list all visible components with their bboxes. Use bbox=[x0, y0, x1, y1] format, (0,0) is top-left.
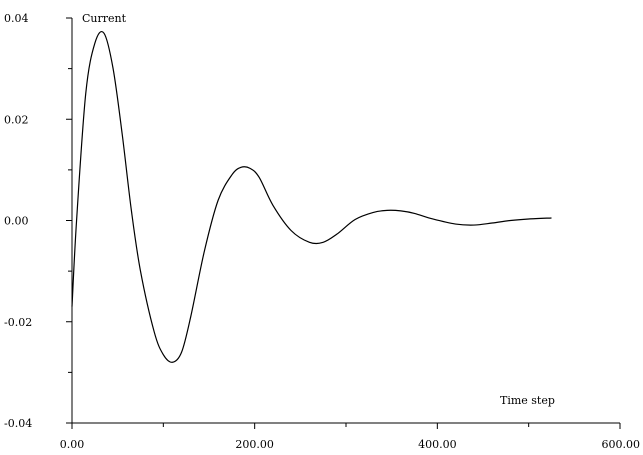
y-tick-label: 0.00 bbox=[4, 215, 29, 228]
x-ticks: 0.00 200.00 400.00 600.00 bbox=[60, 423, 640, 451]
current-series-line bbox=[71, 30, 552, 363]
y-tick-label: 0.02 bbox=[4, 113, 29, 126]
y-tick-label: -0.02 bbox=[4, 316, 32, 329]
x-axis-title: Time step bbox=[500, 394, 555, 407]
x-tick-label: 600.00 bbox=[602, 438, 641, 451]
y-tick-label: -0.04 bbox=[4, 417, 32, 430]
x-tick-label: 0.00 bbox=[60, 438, 85, 451]
y-tick-label: 0.04 bbox=[4, 12, 29, 25]
y-axis-title: Current bbox=[82, 12, 127, 25]
x-tick-label: 400.00 bbox=[418, 438, 457, 451]
x-tick-label: 200.00 bbox=[235, 438, 274, 451]
y-ticks: -0.04 -0.02 0.00 0.02 0.04 bbox=[4, 12, 72, 430]
